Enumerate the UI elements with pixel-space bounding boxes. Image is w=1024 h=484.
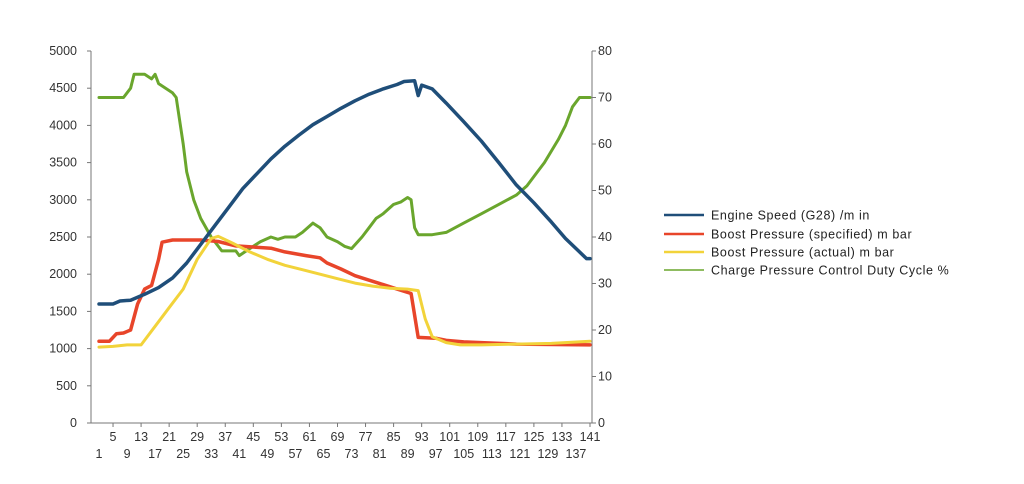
x-axis-tick-label: 45 xyxy=(246,430,260,444)
x-axis-tick-label: 69 xyxy=(331,430,345,444)
x-axis-tick-label: 117 xyxy=(496,430,516,444)
x-axis-tick-label: 13 xyxy=(134,430,148,444)
x-axis-tick-label: 25 xyxy=(176,447,190,461)
series-line-3 xyxy=(97,234,592,349)
right-axis-tick-label: 0 xyxy=(598,416,605,430)
x-axis-tick-label: 61 xyxy=(302,430,316,444)
x-axis-tick-label: 105 xyxy=(453,447,474,461)
x-axis-tick-label: 73 xyxy=(345,447,359,461)
right-axis-tick-label: 70 xyxy=(598,91,612,105)
right-axis-tick-label: 20 xyxy=(598,323,612,337)
left-axis-tick-label: 4000 xyxy=(49,118,77,132)
x-axis-tick-label: 5 xyxy=(110,430,117,444)
x-axis-tick-label: 21 xyxy=(162,430,176,444)
left-axis-tick-label: 5000 xyxy=(49,44,77,58)
left-axis-tick-label: 4500 xyxy=(49,81,77,95)
legend-label-3: Boost Pressure (actual) m bar xyxy=(711,246,894,260)
x-axis-tick-label: 81 xyxy=(373,447,387,461)
right-axis-tick-label: 80 xyxy=(598,44,612,58)
x-axis-tick-label: 93 xyxy=(415,430,429,444)
series-line-1 xyxy=(97,79,592,306)
left-axis-tick-label: 0 xyxy=(70,416,77,430)
x-axis-tick-label: 49 xyxy=(260,447,274,461)
plot-area xyxy=(97,72,592,349)
right-axis-tick-label: 40 xyxy=(598,230,612,244)
chart-axes: 0500100015002000250030003500400045005000… xyxy=(49,44,612,461)
x-axis-tick-label: 37 xyxy=(218,430,232,444)
right-axis-tick-label: 60 xyxy=(598,137,612,151)
x-axis-tick-label: 33 xyxy=(204,447,218,461)
x-axis-tick-label: 85 xyxy=(387,430,401,444)
x-axis-tick-label: 1 xyxy=(96,447,103,461)
x-axis-tick-label: 65 xyxy=(317,447,331,461)
x-axis-tick-label: 101 xyxy=(439,430,460,444)
legend: Engine Speed (G28) /m in Boost Pressure (… xyxy=(664,209,949,278)
left-axis-tick-label: 2500 xyxy=(49,230,77,244)
x-axis-tick-label: 137 xyxy=(566,447,587,461)
x-axis-tick-label: 121 xyxy=(509,447,530,461)
x-axis-tick-label: 53 xyxy=(274,430,288,444)
x-axis-tick-label: 57 xyxy=(288,447,302,461)
x-axis-tick-label: 89 xyxy=(401,447,415,461)
x-axis-tick-label: 141 xyxy=(580,430,601,444)
x-axis-tick-label: 17 xyxy=(148,447,162,461)
left-axis-tick-label: 2000 xyxy=(49,267,77,281)
x-axis-tick-label: 41 xyxy=(232,447,246,461)
right-axis-tick-label: 10 xyxy=(598,370,612,384)
legend-label-1: Engine Speed (G28) /m in xyxy=(711,209,870,223)
x-axis-tick-label: 109 xyxy=(467,430,488,444)
x-axis-tick-label: 129 xyxy=(537,447,558,461)
x-axis-tick-label: 125 xyxy=(523,430,544,444)
legend-label-4: Charge Pressure Control Duty Cycle % xyxy=(711,264,949,278)
series-line-4 xyxy=(97,72,592,258)
x-axis-tick-label: 77 xyxy=(359,430,373,444)
x-axis-tick-label: 133 xyxy=(552,430,573,444)
x-axis-tick-label: 113 xyxy=(482,447,502,461)
left-axis-tick-label: 3500 xyxy=(49,156,77,170)
right-axis-tick-label: 50 xyxy=(598,184,612,198)
right-axis-tick-label: 30 xyxy=(598,277,612,291)
left-axis-tick-label: 1000 xyxy=(49,342,77,356)
x-axis-tick-label: 97 xyxy=(429,447,443,461)
left-axis-tick-label: 3000 xyxy=(49,193,77,207)
x-axis-tick-label: 9 xyxy=(124,447,131,461)
series-line-2 xyxy=(97,238,592,347)
x-axis-tick-label: 29 xyxy=(190,430,204,444)
legend-label-2: Boost Pressure (specified) m bar xyxy=(711,228,912,242)
left-axis-tick-label: 1500 xyxy=(49,304,77,318)
left-axis-tick-label: 500 xyxy=(56,379,77,393)
